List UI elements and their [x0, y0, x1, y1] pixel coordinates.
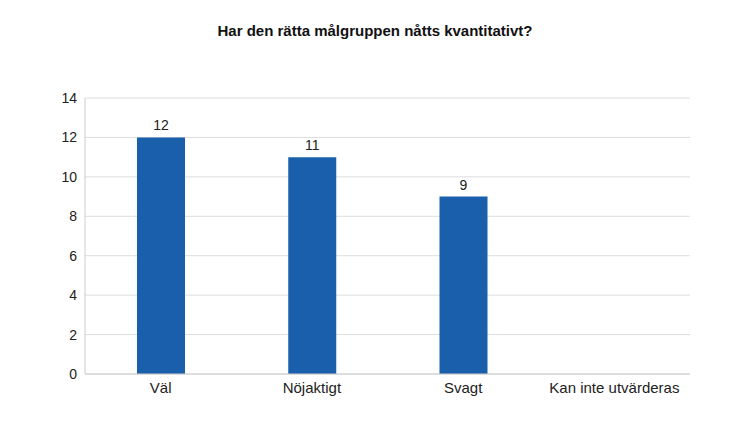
svg-text:2: 2: [69, 327, 77, 343]
svg-text:Nöjaktigt: Nöjaktigt: [283, 379, 342, 396]
svg-text:Svagt: Svagt: [444, 379, 483, 396]
svg-text:Kan inte utvärderas: Kan inte utvärderas: [549, 379, 679, 396]
svg-text:4: 4: [69, 287, 77, 303]
svg-text:9: 9: [460, 177, 468, 193]
svg-text:8: 8: [69, 208, 77, 224]
svg-text:Väl: Väl: [150, 379, 172, 396]
svg-text:12: 12: [61, 129, 77, 145]
svg-text:10: 10: [61, 169, 77, 185]
svg-text:6: 6: [69, 248, 77, 264]
svg-text:14: 14: [61, 90, 77, 106]
html-text:Har den rätta målgruppen nåtts: Har den rätta målgruppen nåtts kvantitat…: [217, 22, 533, 39]
svg-text:0: 0: [69, 366, 77, 382]
svg-text:11: 11: [305, 137, 320, 153]
svg-text:12: 12: [153, 117, 169, 133]
